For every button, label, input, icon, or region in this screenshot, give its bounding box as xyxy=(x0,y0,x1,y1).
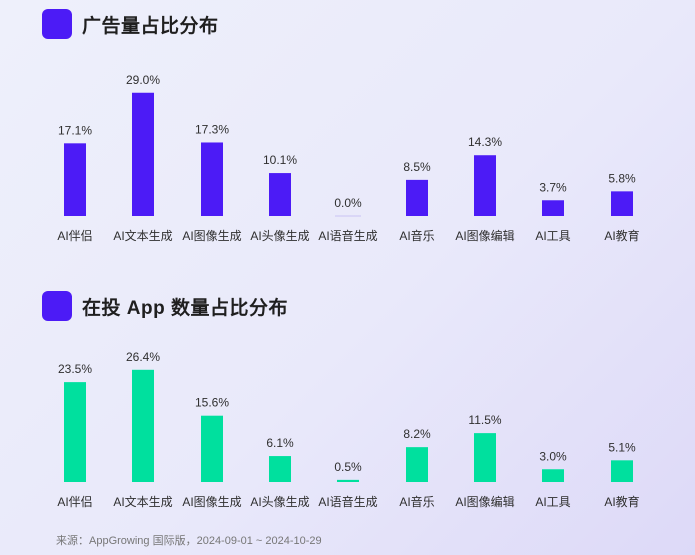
ad-volume-bar-chart: 17.1% AI伴侣 29.0% AI文本生成 17.3% AI图像生成 10.1% AI头像… xyxy=(57,73,639,243)
app-count-bar-0 xyxy=(64,382,86,482)
app-count-bar-4 xyxy=(337,479,359,482)
ad-volume-value-label-4: 0.0% xyxy=(334,196,362,210)
ad-volume-category-label-4: AI语音生成 xyxy=(318,228,377,243)
ad-volume-category-label-0: AI伴侣 xyxy=(57,228,92,243)
ad-volume-bar-5 xyxy=(406,179,428,216)
source-note: 来源：AppGrowing 国际版，2024-09-01 ~ 2024-10-2… xyxy=(56,535,322,547)
app-count-value-label-0: 23.5% xyxy=(58,362,92,376)
ad-volume-category-label-2: AI图像生成 xyxy=(182,229,241,243)
ad-volume-value-label-2: 17.3% xyxy=(195,122,229,136)
app-count-value-label-8: 5.1% xyxy=(608,440,636,454)
app-count-category-label-5: AI音乐 xyxy=(399,494,434,509)
ad-volume-bar-2 xyxy=(201,142,223,216)
ad-volume-bar-0 xyxy=(64,143,86,216)
ad-volume-value-label-6: 14.3% xyxy=(468,135,502,149)
chart2-title-marker xyxy=(42,291,72,321)
ad-volume-bar-7 xyxy=(542,200,564,216)
ad-volume-category-label-3: AI头像生成 xyxy=(250,229,309,243)
app-count-category-label-1: AI文本生成 xyxy=(113,494,172,509)
chart2-header: 在投 App 数量占比分布 xyxy=(42,291,288,321)
ad-volume-value-label-8: 5.8% xyxy=(608,171,636,185)
app-count-category-label-6: AI图像编辑 xyxy=(455,494,514,509)
app-count-category-label-2: AI图像生成 xyxy=(182,495,241,509)
ad-volume-bar-1 xyxy=(132,92,154,216)
app-count-bar-2 xyxy=(201,415,223,482)
chart2-title: 在投 App 数量占比分布 xyxy=(82,297,288,319)
app-count-bar-chart: 23.5% AI伴侣 26.4% AI文本生成 15.6% AI图像生成 6.1% AI头像生… xyxy=(57,350,639,509)
ad-volume-category-label-6: AI图像编辑 xyxy=(455,228,514,243)
app-count-bar-7 xyxy=(542,469,564,482)
ad-volume-value-label-7: 3.7% xyxy=(539,180,567,194)
ad-volume-category-label-1: AI文本生成 xyxy=(113,228,172,243)
ad-volume-bar-3 xyxy=(269,173,291,216)
ad-volume-bar-6 xyxy=(474,155,496,216)
app-count-category-label-4: AI语音生成 xyxy=(318,494,377,509)
ad-volume-category-label-5: AI音乐 xyxy=(399,228,434,243)
app-count-bar-6 xyxy=(474,433,496,482)
app-count-bar-1 xyxy=(132,369,154,482)
ad-volume-value-label-3: 10.1% xyxy=(263,153,297,167)
app-count-value-label-4: 0.5% xyxy=(334,460,362,474)
app-count-category-label-8: AI教育 xyxy=(604,494,639,509)
app-count-category-label-7: AI工具 xyxy=(535,495,570,509)
app-count-bar-5 xyxy=(406,447,428,482)
app-count-category-label-0: AI伴侣 xyxy=(57,494,92,509)
ad-volume-value-label-1: 29.0% xyxy=(126,73,160,87)
app-count-bar-8 xyxy=(611,460,633,482)
ad-volume-category-label-7: AI工具 xyxy=(535,229,570,243)
app-count-value-label-6: 11.5% xyxy=(468,413,501,427)
app-count-value-label-1: 26.4% xyxy=(126,350,160,364)
app-count-value-label-7: 3.0% xyxy=(539,449,567,463)
app-count-category-label-3: AI头像生成 xyxy=(250,495,309,509)
chart1-title: 广告量占比分布 xyxy=(82,15,219,37)
app-count-value-label-3: 6.1% xyxy=(266,436,294,450)
ad-volume-bar-8 xyxy=(611,191,633,216)
chart1-title-marker xyxy=(42,9,72,39)
app-count-bar-3 xyxy=(269,456,291,482)
app-count-value-label-2: 15.6% xyxy=(195,396,229,410)
app-count-value-label-5: 8.2% xyxy=(403,427,431,441)
ad-volume-category-label-8: AI教育 xyxy=(604,228,639,243)
ad-volume-value-label-5: 8.5% xyxy=(403,160,431,174)
chart1-header: 广告量占比分布 xyxy=(42,9,219,39)
ad-volume-value-label-0: 17.1% xyxy=(58,123,92,137)
